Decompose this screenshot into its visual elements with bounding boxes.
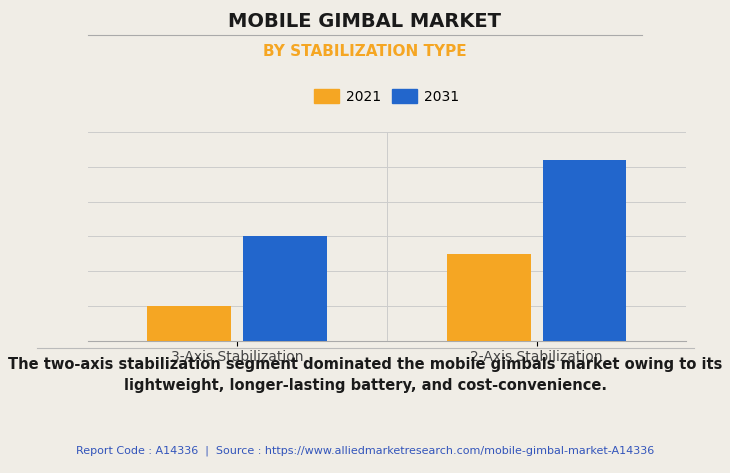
Text: Report Code : A14336  |  Source : https://www.alliedmarketresearch.com/mobile-gi: Report Code : A14336 | Source : https://… [76,446,654,456]
Legend: 2021, 2031: 2021, 2031 [309,83,465,109]
Text: MOBILE GIMBAL MARKET: MOBILE GIMBAL MARKET [228,12,502,31]
Text: BY STABILIZATION TYPE: BY STABILIZATION TYPE [264,44,466,59]
Bar [447,254,531,341]
Bar [542,160,626,341]
Bar [243,236,327,341]
Bar [147,306,231,341]
Text: The two-axis stabilization segment dominated the mobile gimbals market owing to : The two-axis stabilization segment domin… [8,357,722,393]
